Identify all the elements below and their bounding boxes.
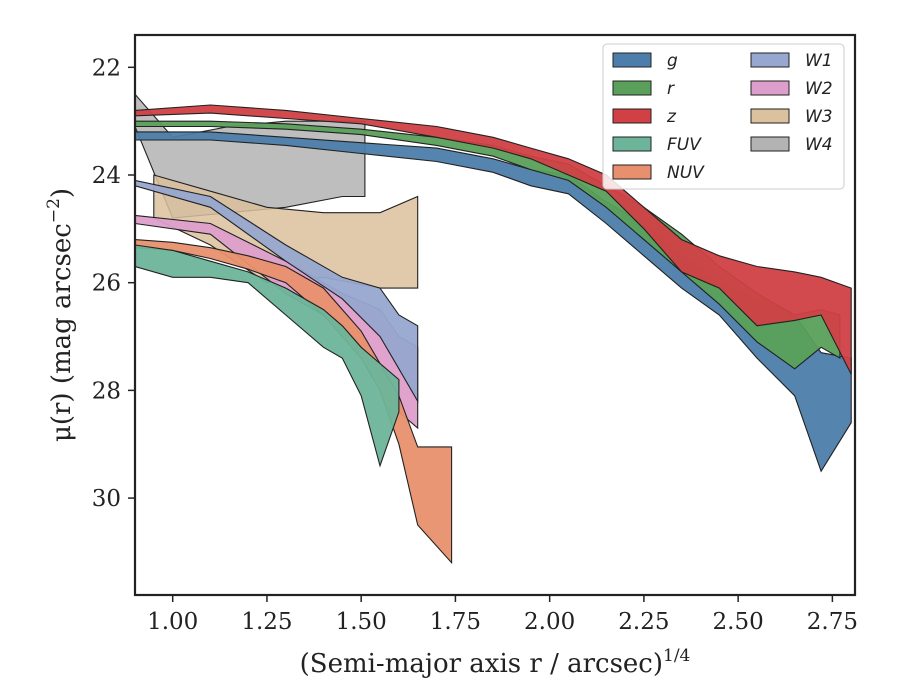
legend-label-w3: W3 [805,107,833,127]
area-fuv [135,244,400,468]
legend-label-z: z [666,107,677,127]
legend-swatch-r [612,80,652,96]
legend-label-r: r [667,79,675,99]
y-tick-label: 24 [92,163,121,189]
legend-swatch-nuv [612,164,652,180]
x-axis-label: (Semi-major axis r / arcsec)1/4 [300,646,691,679]
y-axis-label: μ(r) (mag arcsec−2) [44,188,77,442]
area-w1 [135,179,419,404]
legend-swatch-z [612,108,652,124]
x-tick-label: 2.00 [524,609,575,635]
legend-swatch-w4 [750,136,790,152]
area-z [135,104,852,375]
legend-swatch-w3 [750,108,790,124]
legend-label-g: g [667,51,678,71]
legend-swatch-w2 [750,80,790,96]
legend-label-nuv: NUV [667,163,705,183]
x-tick-label: 1.50 [336,609,387,635]
legend-swatch-w1 [750,52,790,68]
legend-label-w2: W2 [805,79,833,99]
plot-frame [133,33,857,597]
band-areas [135,93,852,565]
y-tick-label: 28 [92,378,121,404]
legend-label-w1: W1 [805,51,833,71]
x-tick-label: 1.00 [147,609,198,635]
legend-box [602,43,845,190]
x-axis: 1.00 1.25 1.50 1.75 2.00 2.25 2.50 2.75 [147,595,858,635]
y-tick-label: 22 [92,55,121,81]
legend: grz FUV NUV W1 W2 W3 W4 [602,43,845,190]
x-tick-label: 2.25 [618,609,669,635]
y-tick-label: 30 [92,486,121,512]
x-tick-label: 1.25 [241,609,292,635]
legend-swatch-g [612,52,652,68]
y-axis: 22 24 26 28 30 [92,55,135,512]
x-tick-label: 1.75 [430,609,481,635]
y-tick-label: 26 [92,271,121,297]
legend-swatch-fuv [612,136,652,152]
area-g [135,131,852,473]
x-tick-label: 2.75 [807,609,858,635]
legend-label-w4: W4 [805,135,833,155]
x-tick-label: 2.50 [713,609,764,635]
legend-label-fuv: FUV [667,135,702,155]
